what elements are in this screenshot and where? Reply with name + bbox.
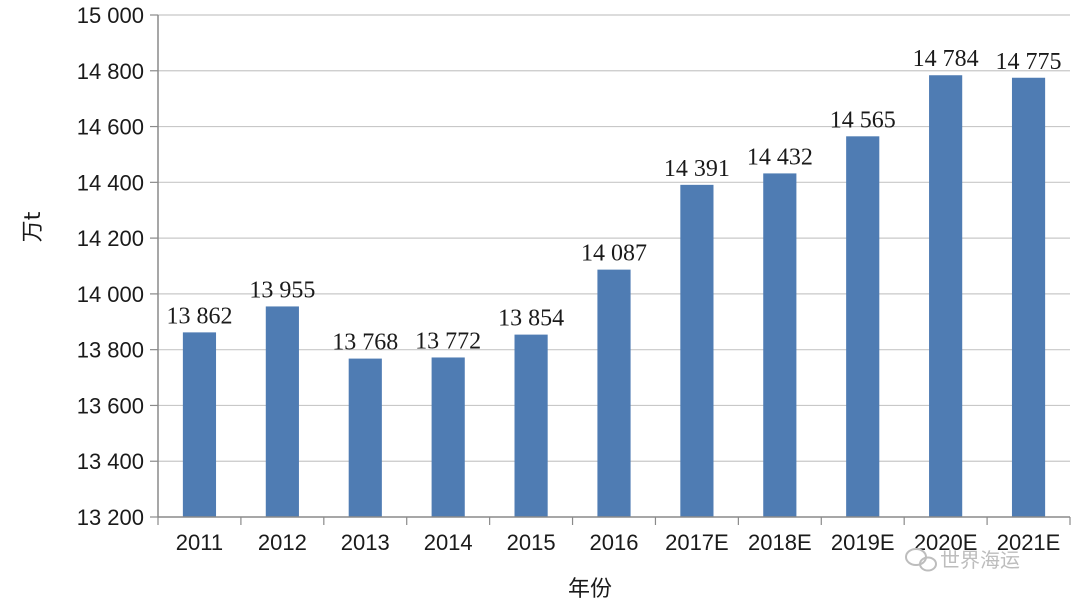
y-tick-label: 14 000 — [77, 282, 144, 307]
bar-2016 — [597, 269, 631, 517]
data-label-2021E: 14 775 — [996, 49, 1062, 75]
x-tick-label-2011: 2011 — [176, 530, 223, 555]
watermark: 世界海运 — [905, 548, 1020, 572]
y-tick-label: 14 600 — [77, 115, 144, 140]
data-label-2017E: 14 391 — [664, 156, 730, 182]
watermark-text: 世界海运 — [940, 548, 1020, 572]
data-label-2014: 13 772 — [415, 328, 481, 354]
y-axis-title: 万t — [21, 211, 46, 242]
bar-2011 — [182, 332, 217, 517]
x-tick-label-2018E: 2018E — [748, 530, 812, 555]
bar-2012 — [265, 306, 299, 517]
y-tick-label: 13 200 — [77, 505, 144, 530]
y-tick-label: 15 000 — [77, 3, 144, 28]
bar-2019E — [846, 136, 880, 518]
data-label-2012: 13 955 — [249, 277, 315, 303]
x-tick-label-2021E: 2021E — [997, 530, 1061, 555]
data-label-2011: 13 862 — [166, 303, 232, 329]
x-tick-label-2013: 2013 — [341, 530, 390, 555]
x-tick-label-2016: 2016 — [590, 530, 639, 555]
bars — [182, 75, 1046, 518]
bar-2015 — [514, 334, 548, 517]
bar-2017E — [680, 184, 714, 518]
y-axis-ticks: 13 200 13 400 13 600 13 800 14 000 14 200 14 4… — [77, 3, 158, 530]
x-axis-title: 年份 — [568, 577, 612, 602]
wechat-icon — [905, 548, 937, 572]
data-label-2013: 13 768 — [332, 330, 398, 356]
data-label-2018E: 14 432 — [747, 144, 813, 170]
data-label-2016: 14 087 — [581, 241, 647, 267]
x-tick-label-2012: 2012 — [258, 530, 307, 555]
bar-2020E — [929, 75, 963, 518]
bar-2013 — [348, 358, 382, 517]
y-tick-label: 13 800 — [77, 338, 144, 363]
y-tick-label: 14 800 — [77, 59, 144, 84]
x-tick-label-2014: 2014 — [424, 530, 473, 555]
data-label-2015: 13 854 — [498, 306, 564, 332]
y-tick-label: 13 400 — [77, 449, 144, 474]
y-tick-label: 14 400 — [77, 170, 144, 195]
y-tick-label: 14 200 — [77, 226, 144, 251]
data-label-2019E: 14 565 — [830, 107, 896, 133]
x-tick-label-2019E: 2019E — [831, 530, 895, 555]
bar-2014 — [431, 357, 465, 517]
x-tick-label-2017E: 2017E — [665, 530, 729, 555]
bar-2018E — [763, 173, 797, 518]
x-axis-ticks: 2011 2012 2013 2014 2015 2016 2017E 2018E 2019E 2… — [157, 517, 1071, 555]
data-labels: 13 862 13 955 13 768 13 772 13 854 14 087 14 3… — [166, 46, 1061, 355]
y-tick-label: 13 600 — [77, 393, 144, 418]
x-tick-label-2020E: 2020E — [914, 530, 978, 555]
x-tick-label-2015: 2015 — [507, 530, 556, 555]
grid-lines — [158, 14, 1070, 462]
data-label-2020E: 14 784 — [913, 46, 979, 72]
bar-2021E — [1011, 77, 1046, 517]
